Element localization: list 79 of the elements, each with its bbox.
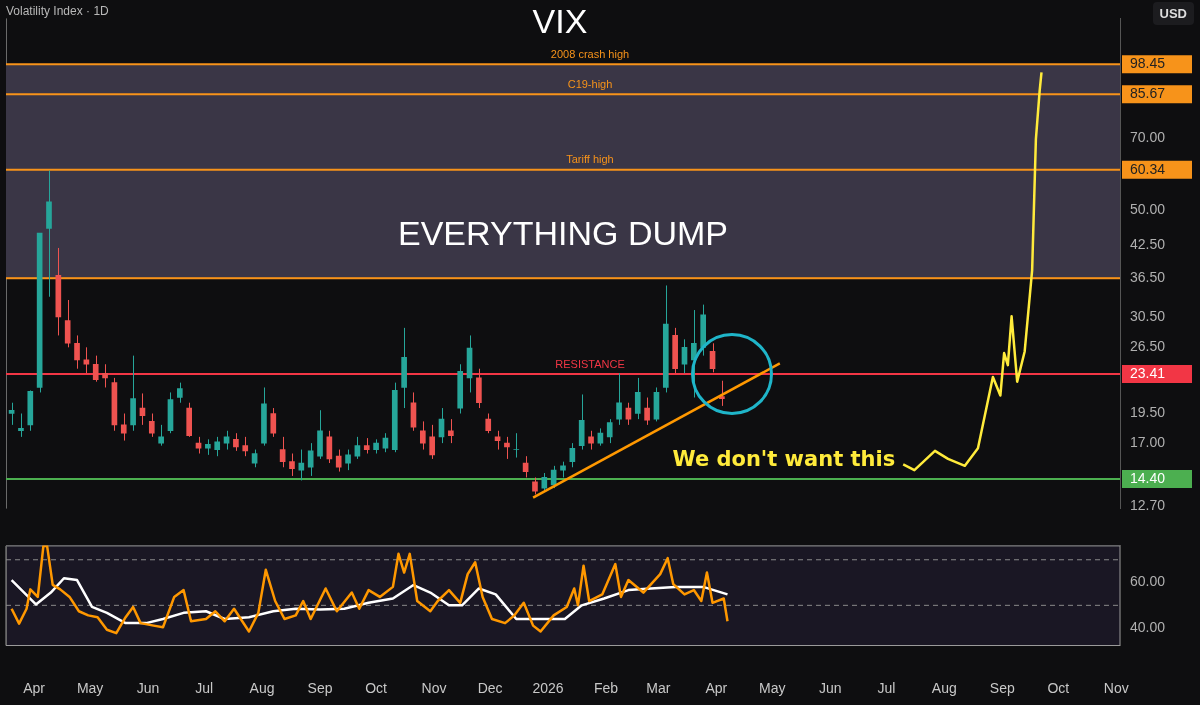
candlestick xyxy=(616,372,622,426)
y-tick-label: 70.00 xyxy=(1130,128,1166,145)
y-tick-label: 30.50 xyxy=(1130,307,1166,324)
candlestick xyxy=(177,382,183,404)
y-tick-label: 98.45 xyxy=(1130,55,1166,72)
y-tick-label: 14.40 xyxy=(1130,469,1166,486)
candlestick xyxy=(541,472,548,492)
ref-line-label: RESISTANCE xyxy=(555,357,625,370)
candlestick xyxy=(242,436,249,457)
ref-line-label: C19-high xyxy=(567,77,613,90)
x-tick-label: 2026 xyxy=(532,680,564,697)
candlestick xyxy=(279,436,286,468)
x-tick-label: May xyxy=(76,680,104,697)
series-label: We don't want this xyxy=(672,446,896,471)
y-tick-label: 40.00 xyxy=(1130,618,1166,635)
x-tick-label: Jul xyxy=(877,680,896,697)
candlestick xyxy=(92,355,99,383)
candlestick xyxy=(298,449,305,481)
candlestick xyxy=(644,397,650,426)
candlestick xyxy=(148,413,155,438)
candlestick xyxy=(289,453,295,477)
band-label: EVERYTHING DUMP xyxy=(398,213,728,252)
x-tick-label: Sep xyxy=(307,680,333,697)
y-tick-label: 12.70 xyxy=(1130,496,1166,513)
candlestick xyxy=(158,424,164,447)
x-tick-label: Jun xyxy=(136,680,160,697)
candlestick xyxy=(102,363,108,388)
x-tick-label: Sep xyxy=(989,680,1015,697)
x-tick-label: Oct xyxy=(1047,680,1070,697)
candlestick xyxy=(354,436,361,460)
x-tick-label: Apr xyxy=(23,680,46,697)
candlestick xyxy=(588,430,594,451)
candlestick xyxy=(681,338,688,374)
candlestick xyxy=(18,413,24,438)
y-tick-label: 85.67 xyxy=(1130,85,1166,102)
candlestick xyxy=(345,449,351,471)
chart-subtitle: Volatility Index · 1D xyxy=(6,4,109,18)
candlestick xyxy=(335,449,342,473)
chart-title: VIX xyxy=(532,2,588,40)
candlestick xyxy=(513,432,520,459)
ref-line-label: 2008 crash high xyxy=(550,47,630,60)
x-tick-label: Feb xyxy=(593,680,619,697)
candlestick xyxy=(448,418,454,444)
ref-line-label: Tariff high xyxy=(566,153,614,166)
y-tick-label: 42.50 xyxy=(1130,236,1166,253)
candlestick xyxy=(485,413,492,434)
y-tick-label: 19.50 xyxy=(1130,404,1166,421)
x-tick-label: Nov xyxy=(1103,680,1129,697)
x-tick-label: Oct xyxy=(365,680,388,697)
candlestick xyxy=(74,334,80,370)
x-tick-label: Jul xyxy=(195,680,214,697)
candlestick xyxy=(382,432,389,453)
x-tick-label: Aug xyxy=(931,680,957,697)
text: USD xyxy=(1152,2,1194,25)
candlestick xyxy=(429,424,435,460)
y-tick-label: 50.00 xyxy=(1130,201,1166,218)
x-tick-label: Aug xyxy=(249,680,275,697)
x-tick-label: May xyxy=(759,680,786,697)
candlestick xyxy=(64,299,71,348)
candlestick xyxy=(606,418,613,444)
x-tick-label: Apr xyxy=(705,680,728,697)
x-tick-label: Jun xyxy=(819,680,842,697)
y-tick-label: 36.50 xyxy=(1130,269,1166,286)
candlestick xyxy=(270,407,277,438)
y-tick-label: 60.34 xyxy=(1130,160,1166,177)
y-tick-label: 23.41 xyxy=(1130,364,1166,381)
x-tick-label: Dec xyxy=(477,680,503,697)
x-tick-label: Nov xyxy=(421,680,447,697)
candlestick xyxy=(120,413,127,442)
y-tick-label: 17.00 xyxy=(1130,433,1166,450)
y-tick-label: 60.00 xyxy=(1130,573,1166,590)
candlestick xyxy=(214,436,221,457)
y-tick-label: 26.50 xyxy=(1130,338,1166,355)
candlestick xyxy=(504,436,510,460)
candlestick xyxy=(8,402,15,426)
candlestick xyxy=(719,380,725,407)
candlestick xyxy=(419,420,426,451)
x-tick-label: Mar xyxy=(646,680,671,697)
candlestick xyxy=(634,377,641,420)
